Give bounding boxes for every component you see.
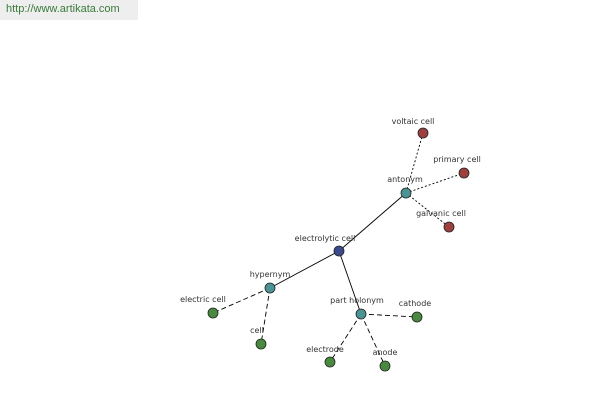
node-label: antonym: [387, 175, 423, 184]
node: [207, 307, 219, 319]
node-label: hypernym: [250, 270, 291, 279]
node: [417, 127, 429, 139]
node: [264, 282, 276, 294]
edge: [269, 250, 340, 289]
node-label: galvanic cell: [416, 209, 466, 218]
node-label: electrolytic cell: [295, 234, 356, 243]
node: [411, 311, 423, 323]
header-bar: http://www.artikata.com: [0, 0, 138, 20]
edge: [329, 313, 362, 363]
node: [355, 308, 367, 320]
node-label: primary cell: [433, 155, 481, 164]
edge: [338, 192, 407, 252]
node: [255, 338, 267, 350]
node: [443, 221, 455, 233]
edge: [212, 287, 271, 314]
edge: [405, 132, 424, 194]
node-label: cell: [250, 326, 264, 335]
edge: [405, 192, 450, 228]
node-label: electrode: [306, 345, 344, 354]
node-label: electric cell: [180, 295, 226, 304]
edge: [360, 313, 386, 367]
header-url[interactable]: http://www.artikata.com: [6, 3, 120, 15]
node: [324, 356, 336, 368]
node: [458, 167, 470, 179]
node: [333, 245, 345, 257]
node: [400, 187, 412, 199]
node-label: anode: [373, 348, 398, 357]
node: [379, 360, 391, 372]
node-label: part holonym: [330, 296, 384, 305]
node-label: voltaic cell: [392, 117, 435, 126]
node-label: cathode: [399, 299, 431, 308]
edge: [360, 313, 418, 318]
edge: [338, 250, 362, 315]
edge: [260, 287, 271, 345]
